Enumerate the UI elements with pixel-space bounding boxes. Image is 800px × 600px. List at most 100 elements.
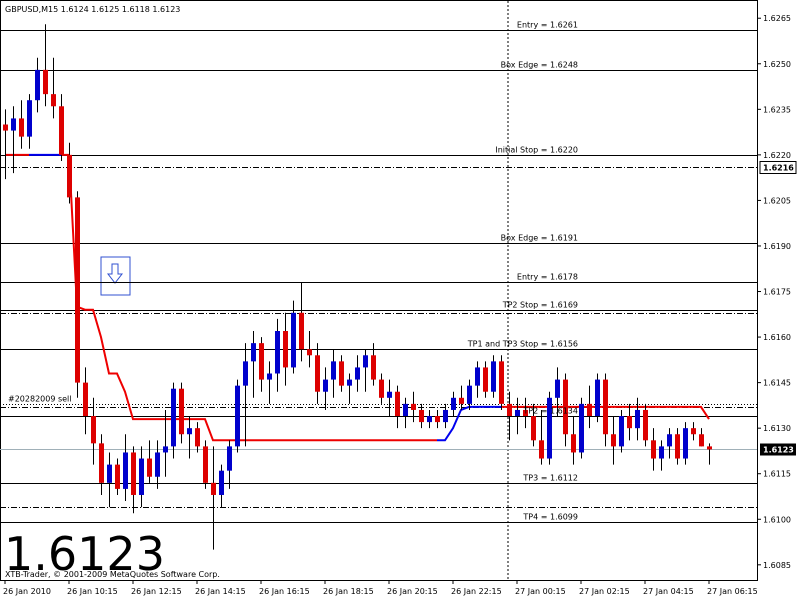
candle-body [139,458,144,495]
order-label: #20282009 sell [8,395,72,404]
candle-body [35,69,40,101]
candle-body [451,397,456,410]
candle-body [531,416,536,441]
marker-tag-label: 1.6216 [763,164,794,173]
candle-body [587,403,592,417]
candle-body [19,118,24,137]
candle-body [211,482,216,495]
x-tick-label: 26 Jan 20:15 [387,587,438,596]
y-tick-label: 1.6250 [763,60,791,69]
header: GBPUSD,M15 1.6124 1.6125 1.6118 1.6123 [5,5,180,14]
candle-body [699,434,704,447]
candle-body [459,397,464,404]
candle-body [627,416,632,429]
candle-body [315,355,320,392]
sell-icon [100,256,131,296]
y-tick-label: 1.6130 [763,424,791,433]
candle-body [659,446,664,459]
plot-frame [0,0,758,581]
x-tick-label: 26 Jan 14:15 [195,587,246,596]
candle-body [379,379,384,398]
candle-body [67,154,72,198]
x-tick-label: 26 Jan 22:15 [451,587,502,596]
candle-body [59,106,64,155]
candle-body [363,355,368,368]
candle-body [11,118,16,131]
candle-body [99,443,104,483]
candle-body [611,434,616,447]
candle-body [603,379,608,435]
level-label: TP4 = 1.6099 [522,513,578,522]
candle-body [507,403,512,417]
candle-body [355,367,360,380]
bid-tag [760,443,796,456]
candle-body [395,391,400,417]
footer: XTB-Trader, © 2001-2009 MetaQuotes Softw… [5,570,220,579]
candle-body [515,409,520,417]
candle-body [571,434,576,453]
candle-body [195,428,200,447]
y-tick-label: 1.6220 [763,151,791,160]
candle-body [667,434,672,447]
level-label: Entry = 1.6261 [517,21,578,30]
candle-body [227,446,232,471]
candle-body [491,361,496,392]
candle-body [267,373,272,380]
candle-body [619,416,624,447]
candle-body [683,428,688,459]
candle-body [371,355,376,380]
level-label: TP2 Stop = 1.6169 [502,301,578,310]
candle-body [51,94,56,107]
y-tick-label: 1.6160 [763,333,791,342]
marks-layer [3,24,712,550]
x-tick-label: 26 Jan 10:15 [67,587,118,596]
candle-body [3,124,8,131]
y-tick-label: 1.6265 [763,14,791,23]
candle-body [299,312,304,350]
big-price: 1.6123 [4,527,165,581]
y-tick-label: 1.6205 [763,196,791,205]
candle-body [467,385,472,404]
candle-body [475,367,480,386]
candle-body [43,69,48,95]
candle-body [523,409,528,417]
candle-body [691,428,696,435]
candle-body [115,464,120,489]
candle-body [651,440,656,459]
candle-body [291,312,296,368]
candle-body [347,379,352,386]
candle-body [427,416,432,423]
candle-body [435,416,440,423]
x-tick-label: 27 Jan 02:15 [579,587,630,596]
candle-body [331,361,336,380]
level-label: Entry = 1.6178 [517,273,578,282]
candle-body [499,361,504,404]
candle-body [387,391,392,398]
candle-body [563,379,568,435]
candle-body [75,197,80,383]
candle-body [403,403,408,417]
candle-body [243,361,248,386]
candle-body [539,440,544,459]
x-tick-label: 26 Jan 16:15 [259,587,310,596]
y-tick-label: 1.6190 [763,242,791,251]
candle-body [443,409,448,423]
candle-body [275,330,280,374]
candle-body [707,446,712,450]
candle-body [595,379,600,417]
x-tick-label: 26 Jan 18:15 [323,587,374,596]
candle-body [123,452,128,489]
candle-body [131,452,136,495]
candle-body [187,428,192,435]
candle-body [171,388,176,447]
x-tick-label: 27 Jan 00:15 [515,587,566,596]
x-tick-label: 27 Jan 04:15 [643,587,694,596]
candle-body [483,367,488,392]
candle-body [27,100,32,137]
candle-body [251,343,256,362]
candle-body [339,361,344,386]
candle-body [643,409,648,441]
x-tick-label: 26 Jan 2010 [3,587,51,596]
y-tick-label: 1.6100 [763,515,791,524]
